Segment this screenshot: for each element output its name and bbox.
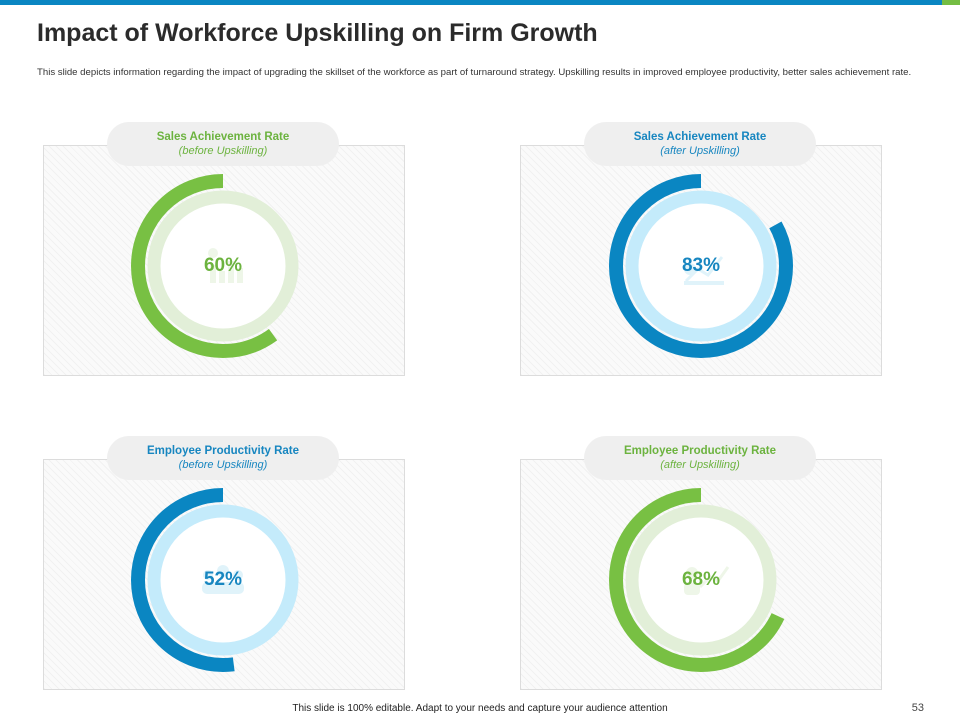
donut-arc bbox=[609, 488, 793, 672]
chart-subtitle: (before Upskilling) bbox=[178, 459, 268, 471]
donut-arc bbox=[131, 174, 315, 358]
donut-center bbox=[627, 506, 775, 654]
donut-value-label: 52% bbox=[203, 569, 243, 590]
footer-note: This slide is 100% editable. Adapt to yo… bbox=[292, 703, 668, 714]
donut-arc bbox=[609, 174, 793, 358]
donut-track bbox=[625, 190, 777, 342]
donut-center bbox=[627, 192, 775, 340]
donut-track bbox=[147, 504, 299, 656]
donut-track bbox=[147, 190, 299, 342]
chart-subtitle: (before Upskilling) bbox=[178, 145, 268, 157]
donut-center bbox=[149, 192, 297, 340]
donut-chart-sales-before: 60% bbox=[130, 173, 316, 359]
chart-subtitle: (after Upskilling) bbox=[660, 459, 740, 471]
productivity-icon bbox=[684, 566, 730, 595]
slide-description: This slide depicts information regarding… bbox=[37, 67, 912, 78]
donut-chart-sales-after: 83% bbox=[608, 173, 794, 359]
chart-header-sales-after: Sales Achievement Rate (after Upskilling… bbox=[584, 122, 816, 166]
donut-chart-productivity-after: 68% bbox=[608, 487, 794, 673]
donut-arc bbox=[131, 488, 315, 672]
chart-title: Employee Productivity Rate bbox=[623, 445, 777, 457]
chart-subtitle: (after Upskilling) bbox=[660, 145, 740, 157]
slide-title: Impact of Workforce Upskilling on Firm G… bbox=[37, 19, 598, 47]
team-icon bbox=[202, 565, 244, 594]
chart-header-productivity-after: Employee Productivity Rate (after Upskil… bbox=[584, 436, 816, 480]
chart-header-productivity-before: Employee Productivity Rate (before Upski… bbox=[107, 436, 339, 480]
top-accent-bar bbox=[0, 0, 960, 5]
donut-center bbox=[149, 506, 297, 654]
chart-title: Employee Productivity Rate bbox=[146, 445, 300, 457]
donut-value-label: 83% bbox=[681, 255, 721, 276]
chart-title: Sales Achievement Rate bbox=[156, 131, 290, 143]
donut-track bbox=[625, 504, 777, 656]
chart-header-sales-before: Sales Achievement Rate (before Upskillin… bbox=[107, 122, 339, 166]
donut-value-label: 60% bbox=[203, 255, 243, 276]
top-accent-corner bbox=[942, 0, 960, 5]
bar-chart-people-icon bbox=[208, 248, 243, 283]
donut-value-label: 68% bbox=[681, 569, 721, 590]
donut-chart-productivity-before: 52% bbox=[130, 487, 316, 673]
page-number: 53 bbox=[911, 702, 924, 714]
chart-title: Sales Achievement Rate bbox=[633, 131, 767, 143]
growth-chart-icon bbox=[684, 256, 724, 285]
